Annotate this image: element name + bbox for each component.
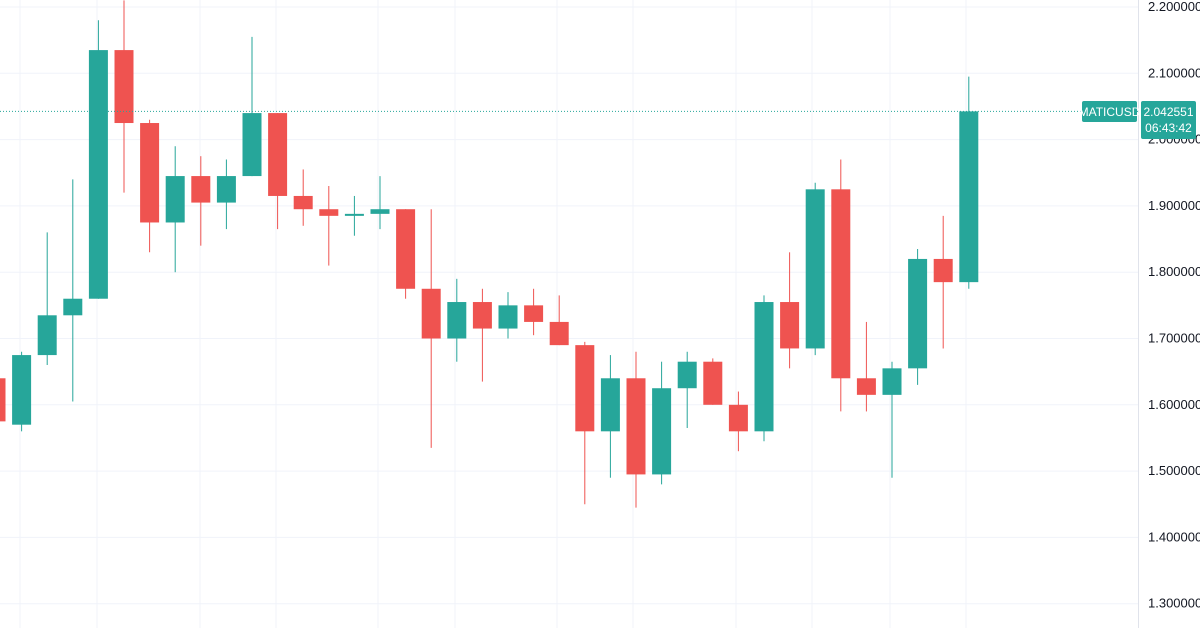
candle-body-up xyxy=(37,315,57,356)
candle-body-up xyxy=(242,113,262,177)
candle-body-down xyxy=(728,404,748,432)
candle-body-up xyxy=(959,111,979,283)
candle-body-down xyxy=(396,209,416,289)
candle-body-up xyxy=(370,209,390,214)
y-tick-label: 1.700000 xyxy=(1148,331,1200,346)
symbol-label: MATICUSD xyxy=(1079,101,1140,122)
price-axis[interactable]: 2.2000002.1000002.0000001.9000001.800000… xyxy=(1138,0,1200,628)
candle-body-up xyxy=(882,368,902,395)
y-tick-label: 1.400000 xyxy=(1148,529,1200,544)
candle-body-down xyxy=(421,288,441,339)
y-tick-label: 1.800000 xyxy=(1148,264,1200,279)
candle-body-up xyxy=(600,378,620,432)
candle-body-up xyxy=(344,213,364,216)
candle-body-up xyxy=(498,305,518,329)
candle-body-up xyxy=(216,176,236,203)
y-tick-label: 1.300000 xyxy=(1148,596,1200,611)
candle-body-down xyxy=(933,258,953,283)
candle-body-up xyxy=(88,50,108,299)
y-tick-label: 1.900000 xyxy=(1148,198,1200,213)
candle-body-down xyxy=(856,378,876,395)
candle-body-up xyxy=(165,176,185,223)
candle-body-down xyxy=(114,50,134,124)
candles xyxy=(0,0,1138,508)
y-tick-label: 1.600000 xyxy=(1148,397,1200,412)
candle-body-down xyxy=(319,209,339,216)
candle-body-down xyxy=(626,378,646,475)
candle-body-up xyxy=(805,189,825,349)
y-tick-label: 1.500000 xyxy=(1148,463,1200,478)
candle-body-down xyxy=(780,302,800,349)
y-tick-label: 2.100000 xyxy=(1148,65,1200,80)
candle-body-up xyxy=(908,258,928,369)
candle-body-down xyxy=(472,302,492,329)
candle-body-down xyxy=(703,361,723,405)
candle-body-up xyxy=(12,355,32,425)
countdown-timer: 06:43:42 xyxy=(1145,121,1192,135)
candle-body-down xyxy=(575,345,595,432)
candle-body-up xyxy=(447,302,467,339)
candle-body-down xyxy=(268,113,288,196)
candle-body-up xyxy=(754,302,774,432)
candle-body-down xyxy=(831,189,851,379)
current-price-value: 2.042551 xyxy=(1143,105,1194,119)
candle-body-up xyxy=(652,388,672,475)
candle-body-up xyxy=(63,298,83,316)
y-tick-label: 2.200000 xyxy=(1148,0,1200,14)
candle-body-down xyxy=(524,305,544,322)
candle-body-down xyxy=(140,123,160,223)
grid-lines xyxy=(0,0,1138,628)
current-price-badge: 2.042551 06:43:42 xyxy=(1141,101,1196,139)
candle-body-up xyxy=(677,361,697,389)
candle-body-down xyxy=(293,195,313,210)
candle-body-down xyxy=(0,378,6,422)
candle-body-down xyxy=(549,321,569,346)
candle-body-down xyxy=(191,176,211,203)
